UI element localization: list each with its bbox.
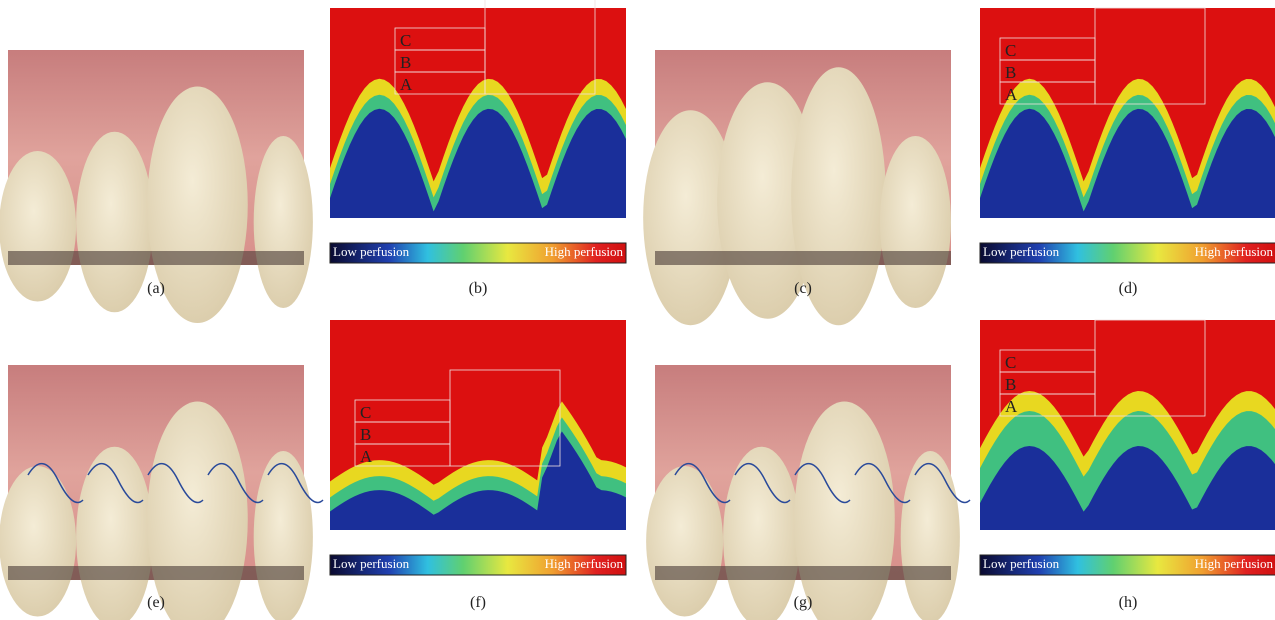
tooth: [900, 451, 960, 620]
colorbar-low: Low perfusion: [983, 244, 1060, 259]
tooth: [253, 136, 313, 308]
photo-shadow: [655, 566, 951, 580]
colorbar-low: Low perfusion: [333, 556, 410, 571]
photo-shadow: [655, 251, 951, 265]
photo-shadow: [8, 251, 304, 265]
colorbar-low: Low perfusion: [983, 556, 1060, 571]
suture: [87, 463, 144, 504]
suture: [207, 463, 264, 504]
panel: CBA Low perfusion High perfusion (h): [979, 319, 1275, 611]
colorbar-high: High perfusion: [1195, 244, 1274, 259]
zone-label: A: [360, 447, 373, 466]
suture: [674, 463, 731, 504]
panel: CBA Low perfusion High perfusion (d): [979, 7, 1275, 297]
tooth: [794, 401, 895, 620]
caption: (g): [794, 594, 813, 611]
perfusion-low: [980, 108, 1275, 218]
colorbar: [979, 554, 1275, 576]
caption: (c): [794, 280, 812, 297]
colorbar-low: Low perfusion: [333, 244, 410, 259]
caption: (f): [470, 594, 486, 611]
colorbar-high: High perfusion: [545, 244, 624, 259]
zone-label: B: [1005, 63, 1016, 82]
zone-label: B: [360, 425, 371, 444]
zone-box: [1094, 319, 1206, 417]
zone-label: B: [1005, 375, 1016, 394]
suture: [147, 463, 204, 504]
panel: CBA Low perfusion High perfusion (b): [329, 0, 627, 297]
photo-shadow: [8, 566, 304, 580]
caption: (h): [1119, 594, 1138, 611]
suture: [27, 463, 84, 504]
zone-label: C: [1005, 41, 1016, 60]
tooth: [253, 451, 313, 620]
tooth: [643, 110, 738, 326]
zone-box: [449, 369, 561, 467]
zone-label: B: [400, 53, 411, 72]
colorbar-high: High perfusion: [1195, 556, 1274, 571]
caption: (d): [1119, 280, 1138, 297]
panel: (c): [643, 50, 951, 326]
tooth: [76, 131, 154, 313]
zone-label: C: [360, 403, 371, 422]
tooth: [0, 466, 77, 617]
zone-label: A: [1005, 85, 1018, 104]
panel: CBA Low perfusion High perfusion (f): [329, 320, 627, 611]
colorbar-high: High perfusion: [545, 556, 624, 571]
caption: (b): [469, 280, 488, 297]
suture: [914, 463, 971, 504]
colorbar: [329, 554, 627, 576]
perfusion-low: [980, 446, 1275, 530]
zone-label: A: [1005, 397, 1018, 416]
zone-label: A: [400, 75, 413, 94]
suture: [854, 463, 911, 504]
perfusion-low: [330, 431, 626, 530]
colorbar: [329, 242, 627, 264]
perfusion-low: [330, 108, 626, 218]
colorbar: [979, 242, 1275, 264]
tooth: [0, 151, 77, 302]
zone-label: C: [400, 31, 411, 50]
caption: (a): [147, 280, 165, 297]
suture: [734, 463, 791, 504]
zone-label: C: [1005, 353, 1016, 372]
panel: (g): [646, 365, 971, 620]
zone-box: [1094, 7, 1206, 105]
caption: (e): [147, 594, 165, 611]
tooth: [879, 136, 951, 308]
zone-box: [484, 0, 596, 95]
suture: [267, 463, 324, 504]
tooth: [147, 401, 248, 620]
panel: (e): [0, 365, 324, 620]
panel: (a): [0, 50, 313, 324]
suture: [794, 463, 851, 504]
tooth: [646, 466, 724, 617]
